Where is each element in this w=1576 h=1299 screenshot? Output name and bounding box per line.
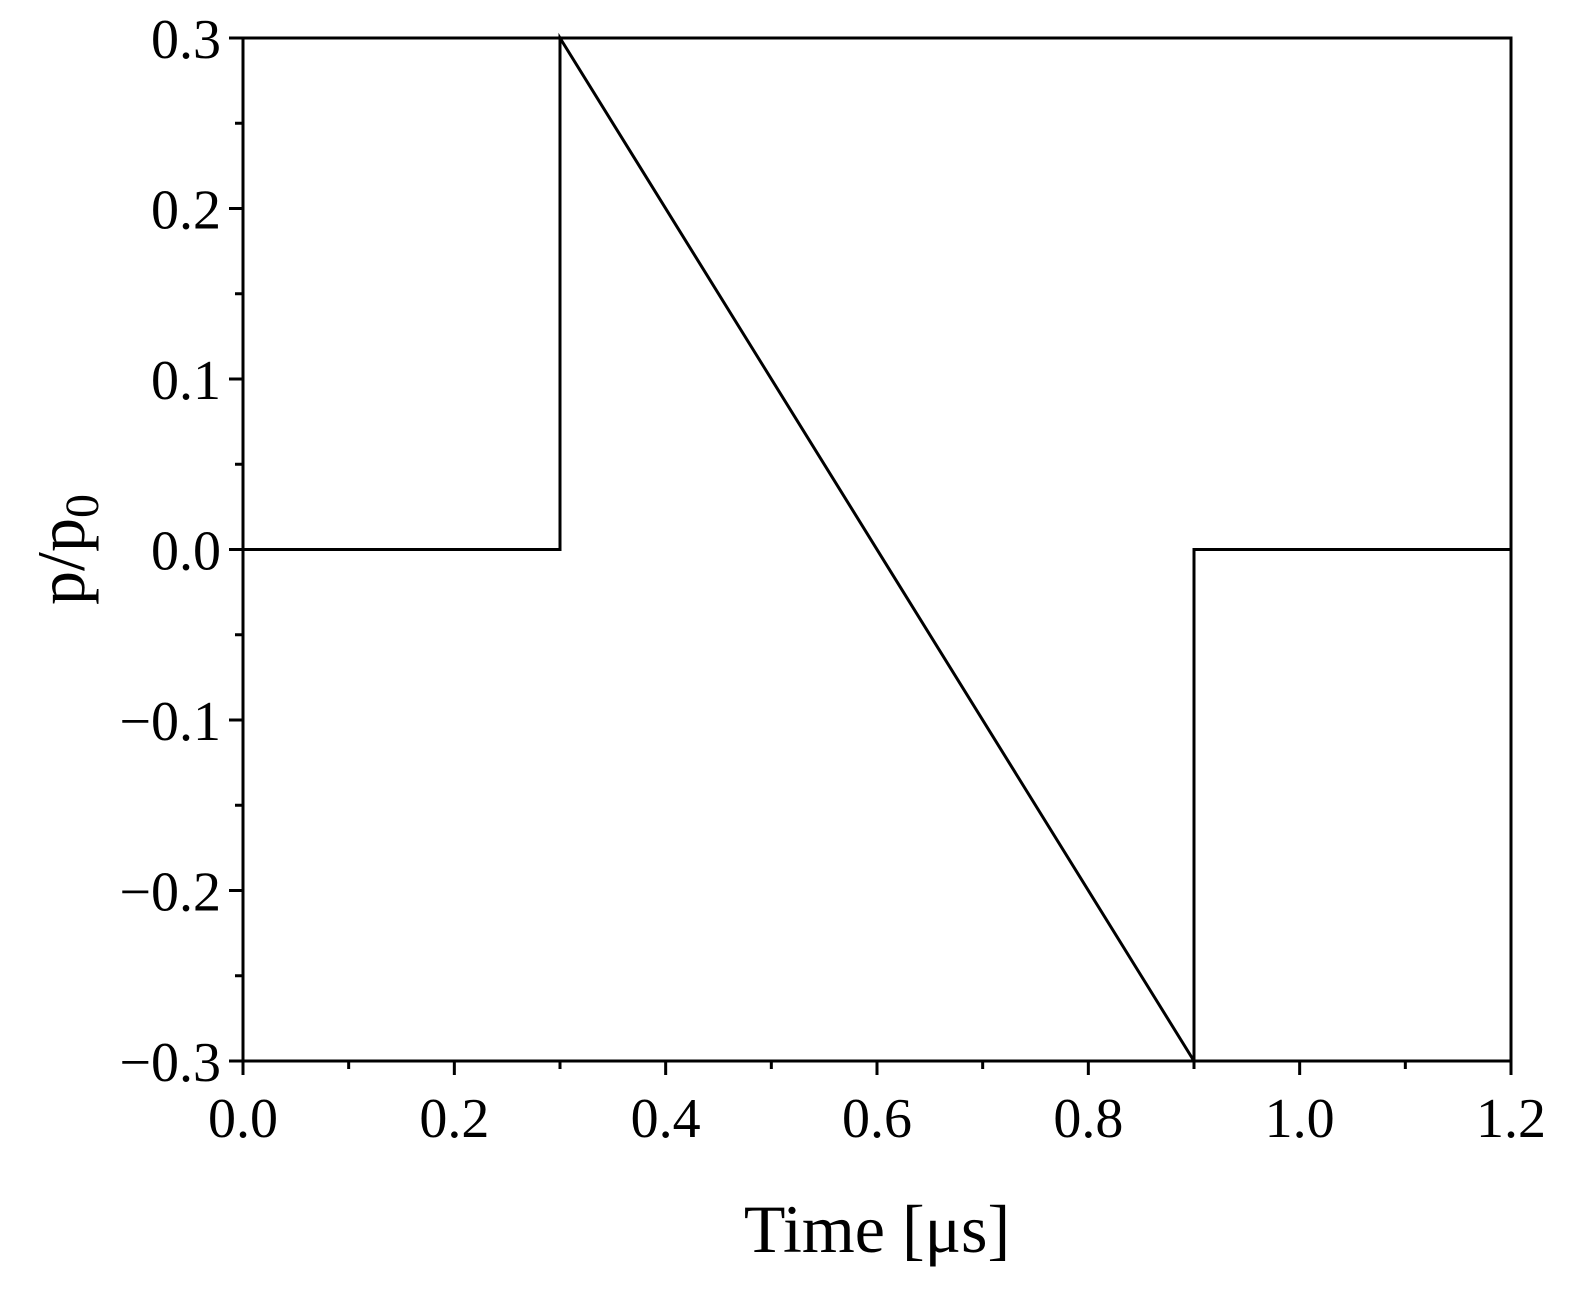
x-tick-label: 0.8 (1053, 1088, 1123, 1150)
y-tick-label: 0.3 (151, 9, 221, 71)
y-axis-title-subscript: 0 (56, 494, 109, 518)
x-tick-label: 0.4 (631, 1088, 701, 1150)
series-layer (243, 32, 1511, 1067)
x-tick-label: 0.6 (842, 1088, 912, 1150)
x-tick-label: 0.2 (419, 1088, 489, 1150)
y-axis-title-base: p/p (23, 518, 99, 605)
x-tick-label: 1.0 (1265, 1088, 1335, 1150)
y-tick-label: 0.1 (151, 350, 221, 412)
y-axis-title: p/p0 (23, 494, 109, 605)
y-tick-label: 0.2 (151, 180, 221, 242)
y-tick-label: −0.3 (119, 1032, 221, 1094)
x-axis-title: Time [μs] (744, 1191, 1010, 1267)
y-tick-label: −0.2 (119, 862, 221, 924)
x-tick-label: 0.0 (208, 1088, 278, 1150)
series-line (243, 32, 1511, 1067)
y-tick-label: 0.0 (151, 521, 221, 583)
x-tick-label: 1.2 (1476, 1088, 1546, 1150)
tick-labels: 0.0 0.2 0.4 0.6 0.8 1.0 1.2 −0.3 −0.2 −0.1 0.0 0.1 0… (119, 9, 1546, 1150)
plot-frame (241, 36, 1513, 1063)
y-tick-label: −0.1 (119, 691, 221, 753)
